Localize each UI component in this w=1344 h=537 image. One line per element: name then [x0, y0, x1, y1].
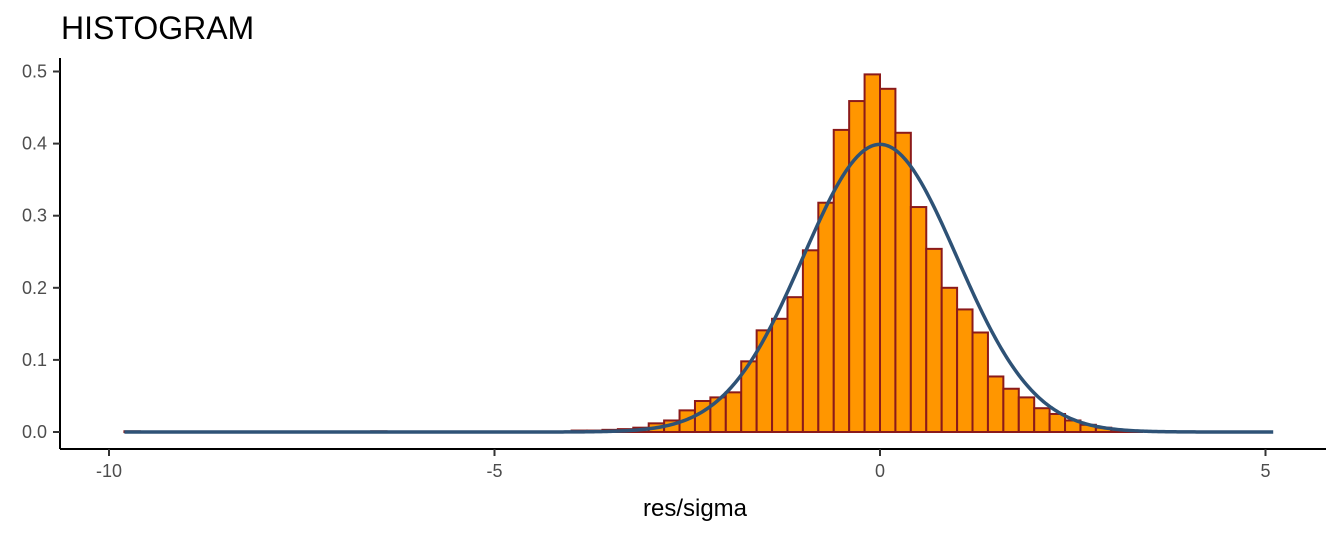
histogram-bar: [1002, 387, 1020, 433]
y-tick-label: 0.1: [22, 350, 47, 370]
y-tick-label: 0.4: [22, 134, 47, 154]
histogram-bar: [986, 375, 1005, 433]
y-tick-label: 0.5: [22, 62, 47, 82]
x-tick-label: 0: [875, 461, 885, 481]
histogram-bar: [786, 296, 804, 433]
histogram-bar: [971, 331, 989, 434]
histogram-bar: [956, 308, 974, 433]
x-tick-label: -10: [96, 461, 122, 481]
histogram-bar: [909, 206, 928, 433]
histogram-bar: [817, 201, 835, 433]
histogram-bars: [123, 73, 1144, 434]
y-tick-label: 0.0: [22, 422, 47, 442]
y-tick-label: 0.2: [22, 278, 47, 298]
y-tick-label: 0.3: [22, 206, 47, 226]
histogram-bar: [801, 249, 820, 433]
x-axis-title: res/sigma: [643, 495, 748, 522]
histogram-bar: [863, 73, 882, 433]
histogram-bar: [940, 286, 959, 433]
histogram-bar: [1048, 412, 1067, 434]
x-tick-label: -5: [486, 461, 502, 481]
histogram-bar: [879, 87, 897, 434]
histogram-bar: [894, 131, 912, 433]
normal-density-curve: [124, 142, 1274, 434]
x-axis-ticks: -10 -5 0 5: [96, 449, 1271, 481]
y-axis-ticks: 0.0 0.1 0.2 0.3 0.4 0.5: [22, 62, 60, 442]
histogram-bar: [724, 391, 743, 433]
histogram-bar: [771, 317, 789, 434]
histogram-bar: [925, 247, 943, 433]
chart-title: HISTOGRAM: [61, 10, 254, 46]
x-tick-label: 5: [1260, 461, 1270, 481]
histogram-bar: [1017, 396, 1036, 433]
histogram-bar: [1033, 407, 1051, 433]
